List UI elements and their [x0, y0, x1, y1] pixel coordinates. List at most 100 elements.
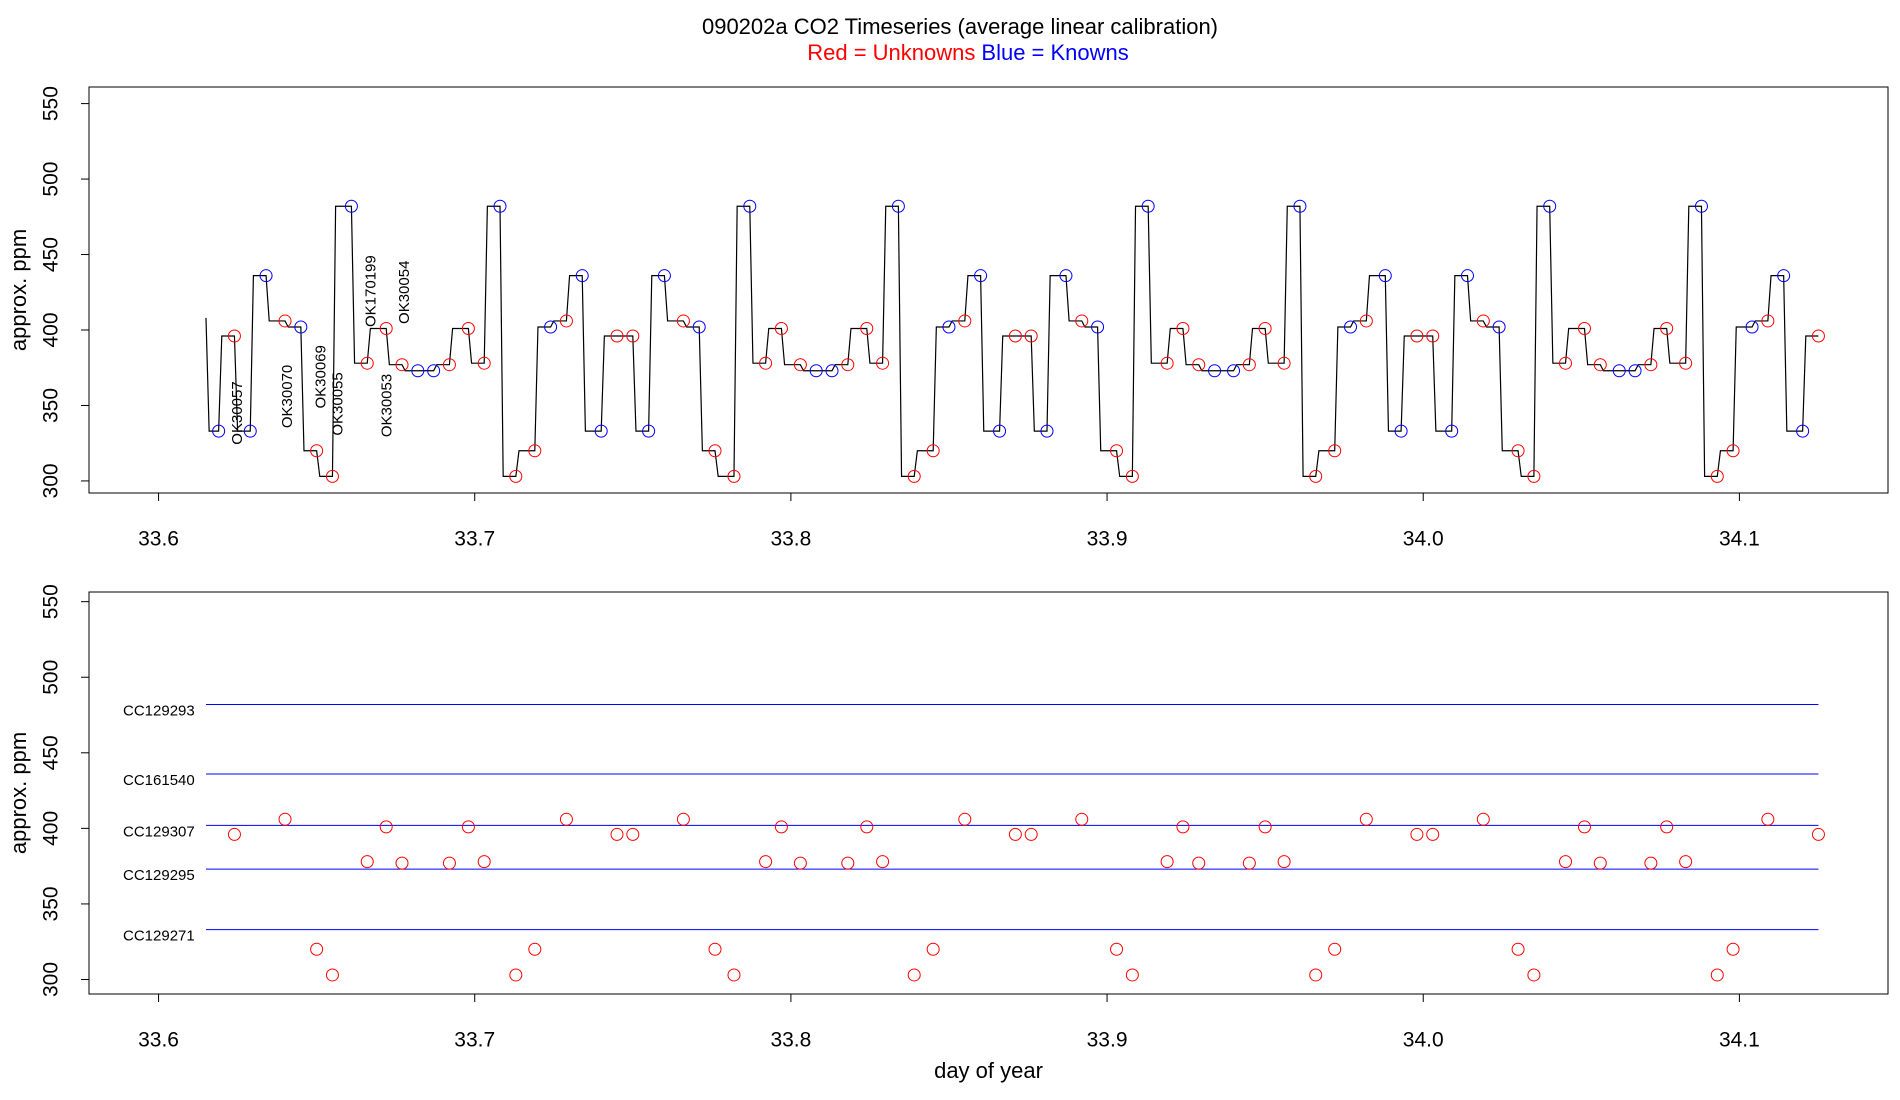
sample-point	[442, 358, 456, 372]
sample-point	[1176, 321, 1190, 335]
sample-point	[1410, 329, 1424, 343]
sample-point	[1660, 321, 1674, 335]
x-tick-label: 33.8	[770, 1029, 811, 1052]
unknown-point	[310, 942, 324, 956]
unknown-point	[1426, 827, 1440, 841]
sample-label: OK30057	[229, 381, 246, 444]
unknown-point	[676, 812, 690, 826]
x-tick-label: 33.9	[1087, 528, 1128, 551]
sample-point	[528, 444, 542, 458]
sample-point	[427, 364, 441, 378]
x-tick-label: 33.7	[454, 528, 495, 551]
unknown-point	[774, 820, 788, 834]
sample-point	[1492, 320, 1506, 334]
sample-point	[825, 364, 839, 378]
sample-point	[1394, 424, 1408, 438]
sample-point	[294, 320, 308, 334]
sample-point	[477, 356, 491, 370]
y-tick-label: 400	[40, 811, 63, 846]
sample-point	[1593, 358, 1607, 372]
sample-point	[1293, 199, 1307, 213]
chart-title: 090202a CO2 Timeseries (average linear c…	[702, 14, 1218, 39]
sample-point	[1543, 199, 1557, 213]
sample-point	[610, 329, 624, 343]
sample-point	[212, 424, 226, 438]
sample-label: OK30054	[396, 261, 413, 324]
sample-point	[1091, 320, 1105, 334]
reference-label: CC161540	[123, 772, 195, 789]
unknown-point	[1258, 820, 1272, 834]
unknown-point	[1160, 855, 1174, 869]
sample-point	[411, 364, 425, 378]
sample-point	[1008, 329, 1022, 343]
sample-point	[344, 199, 358, 213]
sample-point	[1359, 314, 1373, 328]
y-tick-label: 450	[40, 237, 63, 272]
sample-point	[1309, 469, 1323, 483]
sample-point	[876, 356, 890, 370]
sample-point	[1796, 424, 1810, 438]
unknown-point	[461, 820, 475, 834]
sample-point	[642, 424, 656, 438]
sample-point	[1460, 269, 1474, 283]
sample-point	[1679, 356, 1693, 370]
x-tick-label: 34.1	[1719, 1029, 1760, 1052]
sample-point	[891, 199, 905, 213]
sample-point	[774, 321, 788, 335]
y-tick-label: 450	[40, 735, 63, 770]
sample-point	[942, 320, 956, 334]
sample-point	[676, 314, 690, 328]
unknown-point	[559, 812, 573, 826]
sample-point	[1040, 424, 1054, 438]
sample-label: OK170199	[363, 255, 380, 327]
plot-frame	[88, 86, 1889, 494]
reference-label: CC129295	[123, 867, 195, 884]
sample-point	[1125, 469, 1139, 483]
sample-point	[1426, 329, 1440, 343]
unknown-point	[708, 942, 722, 956]
sample-point	[1075, 314, 1089, 328]
unknown-point	[1761, 812, 1775, 826]
sample-point	[1726, 444, 1740, 458]
unknown-point	[926, 942, 940, 956]
sample-point	[759, 356, 773, 370]
x-tick-label: 33.6	[138, 528, 179, 551]
unknown-point	[958, 812, 972, 826]
sample-point	[1277, 356, 1291, 370]
sample-point	[626, 329, 640, 343]
sample-point	[1511, 444, 1525, 458]
x-tick-label: 34.0	[1403, 528, 1444, 551]
sample-point	[278, 314, 292, 328]
sample-point	[395, 358, 409, 372]
y-tick-label: 500	[40, 660, 63, 695]
unknown-point	[907, 968, 921, 982]
sample-point	[1559, 356, 1573, 370]
reference-label: CC129293	[123, 702, 195, 719]
unknown-point	[1476, 812, 1490, 826]
y-tick-label: 300	[40, 463, 63, 498]
unknown-point	[1008, 827, 1022, 841]
unknown-point	[876, 855, 890, 869]
sample-point	[1445, 424, 1459, 438]
sample-point	[1208, 364, 1222, 378]
unknown-point	[1024, 827, 1038, 841]
sample-point	[1777, 269, 1791, 283]
x-tick-label: 34.1	[1719, 528, 1760, 551]
unknown-point	[1242, 856, 1256, 870]
unknown-point	[1277, 855, 1291, 869]
sample-point	[594, 424, 608, 438]
sample-point	[727, 469, 741, 483]
unknown-point	[1359, 812, 1373, 826]
unknown-point	[1527, 968, 1541, 982]
y-tick-label: 550	[40, 86, 63, 121]
unknown-point	[759, 855, 773, 869]
sample-point	[993, 424, 1007, 438]
plot-frame	[88, 591, 1889, 995]
unknown-point	[528, 942, 542, 956]
unknown-point	[793, 856, 807, 870]
sample-point	[1258, 321, 1272, 335]
x-tick-label: 33.9	[1087, 1029, 1128, 1052]
sample-point	[1110, 444, 1124, 458]
x-tick-label: 33.6	[138, 1029, 179, 1052]
